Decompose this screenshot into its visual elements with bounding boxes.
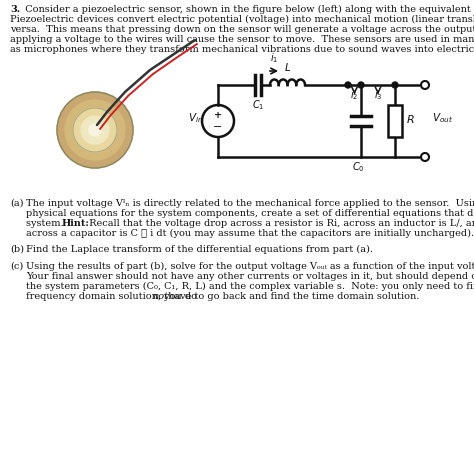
Text: $i_1$: $i_1$ [270,51,278,65]
Text: across a capacitor is C ∯ i dt (you may assume that the capacitors are initially: across a capacitor is C ∯ i dt (you may … [26,229,474,238]
Text: Recall that the voltage drop across a resistor is Ri, across an inductor is L∕, : Recall that the voltage drop across a re… [86,219,474,228]
Circle shape [421,81,429,89]
Text: Find the Laplace transform of the differential equations from part (a).: Find the Laplace transform of the differ… [26,245,373,254]
Text: (c): (c) [10,262,23,271]
Text: Consider a piezoelectric sensor, shown in the figure below (left) along with the: Consider a piezoelectric sensor, shown i… [19,5,474,14]
Text: applying a voltage to the wires will cause the sensor to move.  These sensors ar: applying a voltage to the wires will cau… [10,35,474,44]
Text: (a): (a) [10,199,24,208]
Text: 3.: 3. [10,5,20,14]
Text: the system parameters (C₀, C₁, R, L) and the complex variable s.  Note: you only: the system parameters (C₀, C₁, R, L) and… [26,282,474,291]
Circle shape [81,116,109,144]
Text: as microphones where they transform mechanical vibrations due to sound waves int: as microphones where they transform mech… [10,45,474,54]
Text: $L$: $L$ [284,61,291,73]
Text: (b): (b) [10,245,24,254]
Text: versa.  This means that pressing down on the sensor will generate a voltage acro: versa. This means that pressing down on … [10,25,474,34]
Circle shape [358,82,364,88]
Bar [388,105,402,137]
Circle shape [73,108,117,152]
Text: not: not [153,292,168,301]
Text: Piezoelectric devices convert electric potential (voltage) into mechanical motio: Piezoelectric devices convert electric p… [10,15,474,24]
Text: Your final answer should not have any other currents or voltages in it, but shou: Your final answer should not have any ot… [26,272,474,281]
Text: $i_3$: $i_3$ [374,88,382,102]
Circle shape [421,153,429,161]
Text: +: + [214,111,222,121]
Text: $C_1$: $C_1$ [252,98,264,112]
Circle shape [345,82,351,88]
Text: $C_0$: $C_0$ [352,160,365,174]
Circle shape [65,100,125,160]
Text: system.: system. [26,219,70,228]
Text: frequency domain solution, you do: frequency domain solution, you do [26,292,200,301]
Circle shape [392,82,398,88]
Text: $V_{out}$: $V_{out}$ [432,111,453,125]
Text: Using the results of part (b), solve for the output voltage Vₒᵤₜ as a function o: Using the results of part (b), solve for… [26,262,474,271]
Text: Hint:: Hint: [62,219,90,228]
Text: $V_{in}$: $V_{in}$ [188,111,204,125]
Text: −: − [213,122,223,132]
Circle shape [57,92,133,168]
Text: The input voltage Vᴵₙ is directly related to the mechanical force applied to the: The input voltage Vᴵₙ is directly relate… [26,199,474,208]
Circle shape [89,124,101,136]
Text: $R$: $R$ [406,113,415,125]
Text: $i_2$: $i_2$ [350,88,359,102]
Text: physical equations for the system components, create a set of differential equat: physical equations for the system compon… [26,209,474,218]
Text: have to go back and find the time domain solution.: have to go back and find the time domain… [165,292,420,301]
